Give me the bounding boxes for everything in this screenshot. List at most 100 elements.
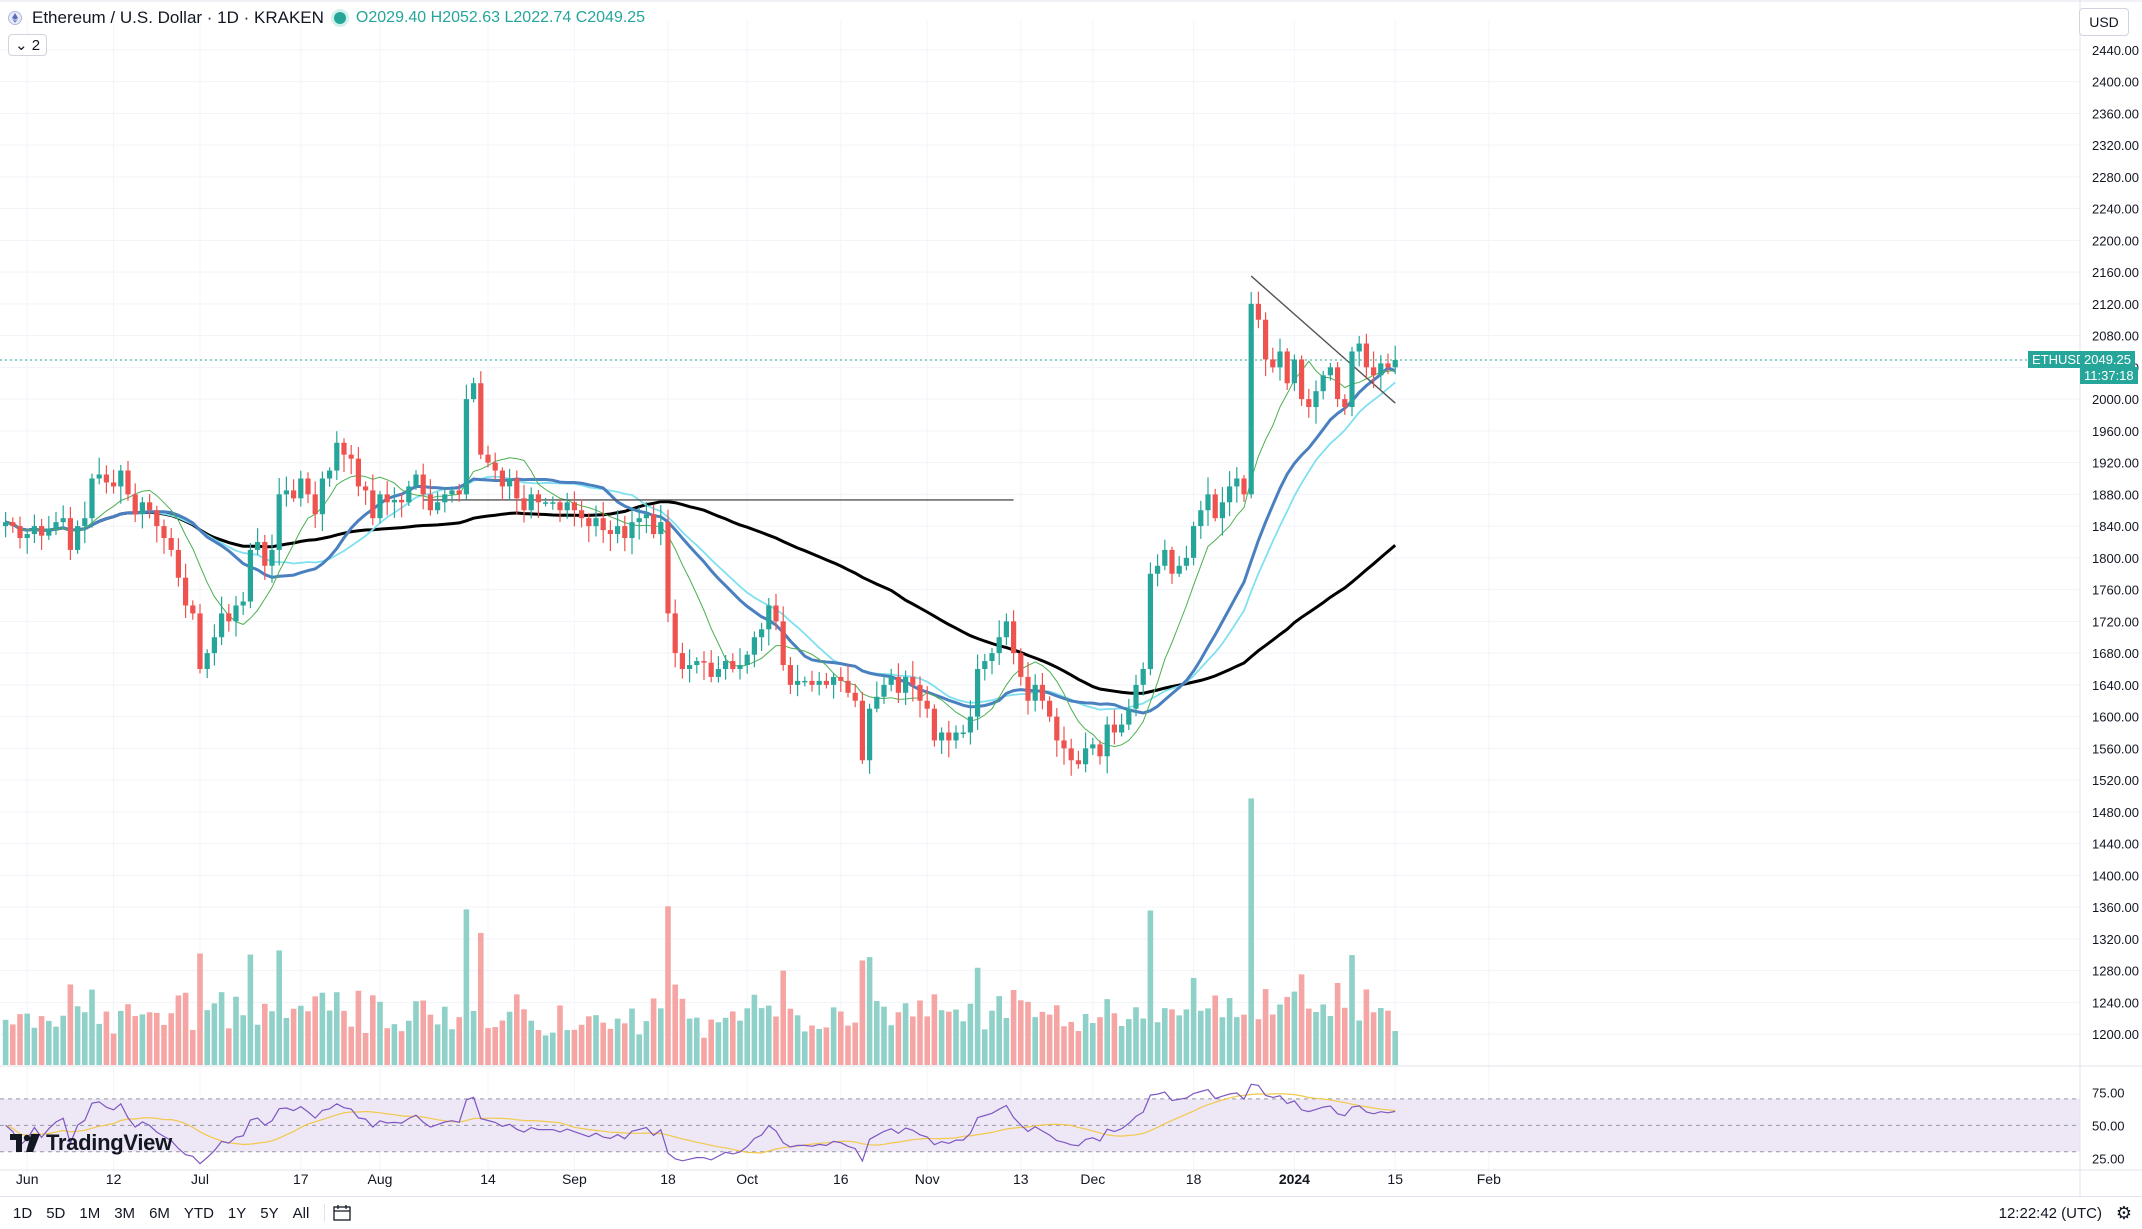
range-button-5d[interactable]: 5D <box>46 1204 66 1222</box>
candle-body <box>319 478 325 515</box>
volume-bar <box>1046 1014 1053 1065</box>
volume-bar <box>190 1030 196 1065</box>
volume-bar <box>1349 955 1355 1065</box>
candle-body <box>629 522 635 539</box>
volume-bar <box>528 1020 534 1065</box>
symbol-title[interactable]: Ethereum / U.S. Dollar · 1D · KRAKEN <box>32 8 324 27</box>
volume-bar <box>1126 1019 1132 1065</box>
volume-bar <box>1334 982 1341 1065</box>
gear-icon[interactable]: ⚙ <box>2115 1203 2132 1223</box>
candle-body <box>118 470 124 487</box>
volume-bar <box>420 1000 426 1065</box>
candle-body <box>420 474 426 495</box>
price-tick-label: 2360.00 <box>2092 106 2139 121</box>
price-tick-label: 1680.00 <box>2092 646 2139 661</box>
volume-bar <box>600 1022 606 1065</box>
price-tick-label: 1320.00 <box>2092 932 2139 947</box>
volume-bar <box>622 1023 628 1065</box>
price-axis[interactable]: 1200.00 1240.00 1280.00 1320.00 1360.00 1400.… <box>0 0 2142 1196</box>
candle-body <box>60 518 66 523</box>
candle-body <box>1277 351 1283 368</box>
candle-body <box>463 399 469 495</box>
range-button-6m[interactable]: 6M <box>149 1204 170 1222</box>
volume-bar <box>226 1028 232 1065</box>
volume-bar <box>406 1020 412 1065</box>
close-value: C2049.25 <box>575 9 646 26</box>
indicators-toggle-button[interactable]: ⌄ 2 <box>8 34 48 56</box>
volume-bar <box>1363 989 1370 1065</box>
candle-body <box>701 661 707 663</box>
volume-bar <box>1061 1026 1067 1065</box>
calendar-icon[interactable] <box>333 1205 351 1221</box>
range-button-1y[interactable]: 1Y <box>227 1204 247 1222</box>
volume-bars <box>2 798 1398 1065</box>
volume-bar <box>874 1001 880 1065</box>
low-value: L2022.74 <box>504 9 572 26</box>
volume-bar <box>542 1035 549 1065</box>
utc-clock[interactable]: 12:22:42 (UTC) <box>1998 1205 2102 1222</box>
candle-body <box>1234 478 1240 487</box>
range-button-1m[interactable]: 1M <box>79 1204 101 1222</box>
candle-body <box>1104 724 1110 757</box>
volume-bar <box>521 1009 527 1065</box>
ma-slow-line <box>5 500 1397 695</box>
time-axis[interactable]: Jun 12 Jul 17 Aug 14 Sep 18 Oct 16 Nov 13 Dec 18 2024 1… <box>16 1171 1501 1187</box>
descending-trend-line[interactable] <box>1250 275 1396 404</box>
volume-bar <box>535 1029 542 1065</box>
tradingview-logo[interactable]: TradingView <box>10 1130 172 1156</box>
volume-bar <box>823 1027 830 1065</box>
candle-body <box>1342 399 1348 408</box>
range-button-3m[interactable]: 3M <box>114 1204 136 1222</box>
currency-selector[interactable]: USD <box>2079 8 2129 36</box>
volume-bar <box>456 1017 462 1065</box>
volume-bar <box>290 1008 297 1065</box>
candle-body <box>607 530 613 535</box>
volume-bar <box>1183 1009 1190 1065</box>
volume-bar <box>910 1016 916 1065</box>
candle-body <box>363 486 369 491</box>
candle-body <box>75 526 81 550</box>
candle-body <box>615 526 621 535</box>
volume-bar <box>1262 989 1269 1065</box>
volume-bar <box>1054 1005 1060 1065</box>
range-button-ytd[interactable]: YTD <box>183 1204 214 1222</box>
volume-bar <box>1385 1010 1391 1065</box>
time-tick-label: 17 <box>293 1171 309 1187</box>
volume-bar <box>1025 1001 1031 1065</box>
candle-body <box>132 494 138 515</box>
candle-body <box>1133 684 1139 709</box>
price-tick-label: 2400.00 <box>2092 75 2139 90</box>
indicator-count: 2 <box>31 37 41 54</box>
volume-bar <box>967 1003 974 1065</box>
price-tick-label: 1440.00 <box>2092 837 2139 852</box>
candle-body <box>514 478 520 499</box>
range-button-1d[interactable]: 1D <box>13 1204 33 1222</box>
volume-bar <box>1118 1026 1125 1065</box>
volume-bar <box>434 1024 441 1065</box>
volume-bar <box>312 996 318 1065</box>
volume-bar <box>830 1007 837 1065</box>
candle-body <box>1083 748 1089 765</box>
candle-body <box>528 494 534 511</box>
volume-bar <box>283 1017 290 1065</box>
candle-body <box>723 661 729 669</box>
price-tick-label: 1560.00 <box>2092 741 2139 756</box>
candle-body <box>370 490 376 519</box>
volume-bar <box>125 1004 131 1065</box>
candle-body <box>967 716 973 733</box>
volume-bar <box>1291 991 1298 1065</box>
range-button-5y[interactable]: 5Y <box>260 1204 279 1222</box>
volume-bar <box>924 1016 930 1065</box>
candle-body <box>550 502 556 504</box>
drawn-trendlines[interactable] <box>0 275 2080 501</box>
range-button-all[interactable]: All <box>292 1204 310 1222</box>
candle-body <box>1198 510 1204 527</box>
tradingview-wordmark: TradingView <box>46 1130 172 1155</box>
volume-bar <box>1270 1014 1276 1065</box>
candle-body <box>1291 359 1297 384</box>
candle-body <box>53 522 59 529</box>
volume-bar <box>1111 1013 1118 1065</box>
candle-body <box>291 490 297 499</box>
candle-body <box>809 680 815 685</box>
